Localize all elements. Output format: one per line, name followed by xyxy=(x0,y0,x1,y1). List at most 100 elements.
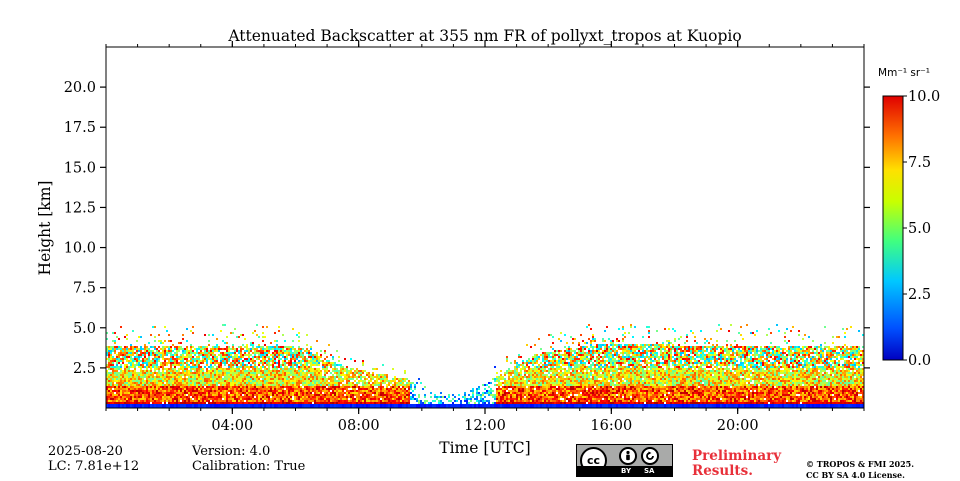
backscatter-cell xyxy=(572,378,574,380)
backscatter-cell xyxy=(284,370,286,372)
backscatter-cell xyxy=(320,374,322,376)
backscatter-cell xyxy=(570,386,572,388)
backscatter-cell xyxy=(512,372,514,374)
backscatter-cell xyxy=(334,364,336,366)
backscatter-cell xyxy=(394,382,396,384)
backscatter-cell xyxy=(304,390,306,392)
backscatter-cell xyxy=(232,358,234,360)
backscatter-cell xyxy=(232,392,234,394)
backscatter-ground-cell xyxy=(358,404,360,408)
backscatter-cell xyxy=(158,334,160,336)
backscatter-cell xyxy=(360,392,362,394)
backscatter-cell xyxy=(200,372,202,374)
backscatter-cell xyxy=(376,394,378,396)
backscatter-ground-cell xyxy=(126,404,128,408)
backscatter-cell xyxy=(510,400,512,402)
backscatter-cell xyxy=(552,400,554,402)
backscatter-cell xyxy=(140,388,142,390)
backscatter-cell xyxy=(290,348,292,350)
backscatter-cell xyxy=(250,376,252,378)
backscatter-cell xyxy=(224,384,226,386)
backscatter-cell xyxy=(568,362,570,364)
backscatter-cell xyxy=(284,360,286,362)
backscatter-cell xyxy=(312,380,314,382)
backscatter-cell xyxy=(430,402,432,404)
backscatter-cell xyxy=(132,400,134,402)
backscatter-ground-cell xyxy=(222,404,224,408)
backscatter-cell xyxy=(482,402,484,404)
backscatter-cell xyxy=(178,396,180,398)
backscatter-cell xyxy=(136,392,138,394)
backscatter-cell xyxy=(356,386,358,388)
backscatter-cell xyxy=(212,370,214,372)
backscatter-cell xyxy=(552,370,554,372)
backscatter-cell xyxy=(236,350,238,352)
backscatter-cell xyxy=(518,388,520,390)
backscatter-cell xyxy=(130,364,132,366)
backscatter-cell xyxy=(556,364,558,366)
backscatter-cell xyxy=(156,390,158,392)
backscatter-ground-cell xyxy=(500,404,502,408)
backscatter-cell xyxy=(232,388,234,390)
backscatter-cell xyxy=(272,352,274,354)
backscatter-cell xyxy=(514,366,516,368)
backscatter-cell xyxy=(148,374,150,376)
backscatter-ground-cell xyxy=(556,404,558,408)
backscatter-cell xyxy=(218,364,220,366)
backscatter-cell xyxy=(566,376,568,378)
backscatter-cell xyxy=(326,398,328,400)
backscatter-cell xyxy=(178,394,180,396)
backscatter-ground-cell xyxy=(162,404,164,408)
backscatter-cell xyxy=(238,378,240,380)
backscatter-cell xyxy=(194,352,196,354)
backscatter-cell xyxy=(306,370,308,372)
backscatter-cell xyxy=(208,340,210,342)
backscatter-cell xyxy=(212,360,214,362)
backscatter-cell xyxy=(302,378,304,380)
backscatter-cell xyxy=(170,402,172,404)
backscatter-cell xyxy=(240,400,242,402)
backscatter-cell xyxy=(168,348,170,350)
backscatter-cell xyxy=(290,360,292,362)
backscatter-cell xyxy=(224,378,226,380)
backscatter-ground-cell xyxy=(536,404,538,408)
backscatter-cell xyxy=(530,360,532,362)
backscatter-cell xyxy=(146,380,148,382)
backscatter-cell xyxy=(230,402,232,404)
backscatter-cell xyxy=(294,360,296,362)
backscatter-cell xyxy=(134,372,136,374)
backscatter-ground-cell xyxy=(360,404,362,408)
backscatter-cell xyxy=(278,370,280,372)
backscatter-cell xyxy=(308,360,310,362)
backscatter-cell xyxy=(160,396,162,398)
backscatter-cell xyxy=(152,366,154,368)
backscatter-cell xyxy=(298,356,300,358)
backscatter-cell xyxy=(196,364,198,366)
backscatter-cell xyxy=(148,378,150,380)
backscatter-cell xyxy=(288,346,290,348)
backscatter-cell xyxy=(332,378,334,380)
backscatter-cell xyxy=(540,392,542,394)
backscatter-cell xyxy=(134,388,136,390)
backscatter-ground-cell xyxy=(334,404,336,408)
backscatter-ground-cell xyxy=(502,404,504,408)
backscatter-cell xyxy=(394,396,396,398)
backscatter-cell xyxy=(134,358,136,360)
backscatter-cell xyxy=(524,388,526,390)
backscatter-cell xyxy=(316,378,318,380)
backscatter-cell xyxy=(356,378,358,380)
backscatter-cell xyxy=(156,356,158,358)
backscatter-cell xyxy=(206,400,208,402)
backscatter-cell xyxy=(230,386,232,388)
backscatter-cell xyxy=(292,400,294,402)
backscatter-cell xyxy=(164,352,166,354)
backscatter-cell xyxy=(470,398,472,400)
backscatter-cell xyxy=(136,352,138,354)
backscatter-cell xyxy=(180,360,182,362)
backscatter-cell xyxy=(344,370,346,372)
backscatter-cell xyxy=(208,398,210,400)
backscatter-cell xyxy=(316,364,318,366)
backscatter-cell xyxy=(502,376,504,378)
backscatter-cell xyxy=(374,398,376,400)
backscatter-cell xyxy=(384,374,386,376)
